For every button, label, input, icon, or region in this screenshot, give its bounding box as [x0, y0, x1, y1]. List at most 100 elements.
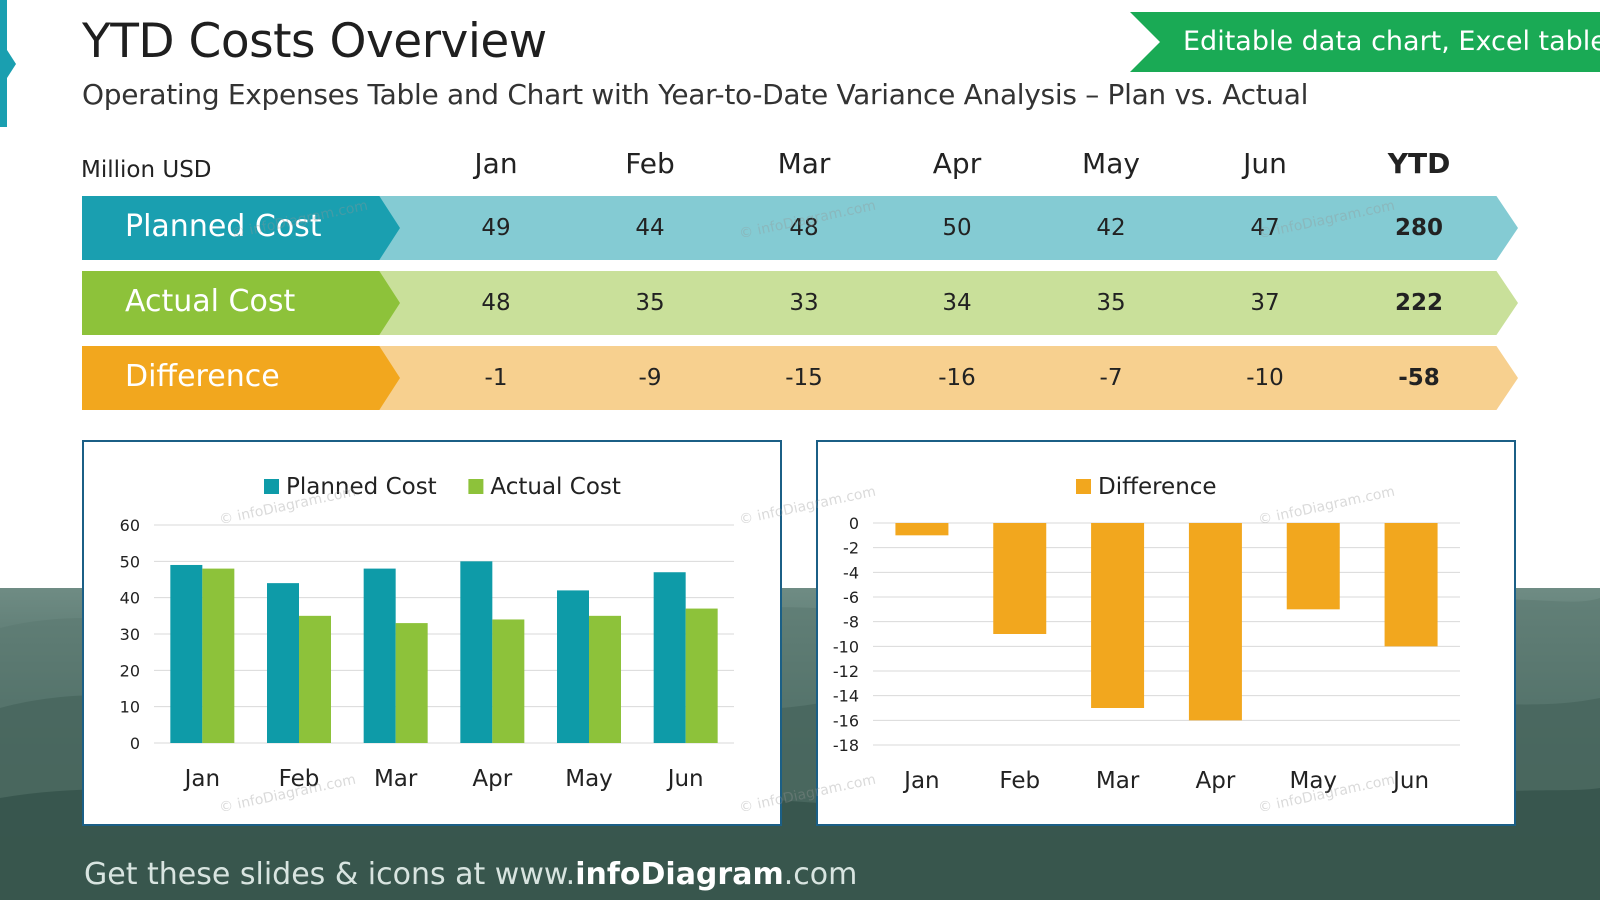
bar — [1091, 523, 1145, 708]
row-label: Actual Cost — [125, 284, 296, 319]
table-cell-ytd: -58 — [1398, 365, 1440, 391]
bar — [557, 590, 589, 743]
page-title: YTD Costs Overview — [82, 14, 547, 69]
table-row-planned-cost: Planned Cost 49 44 48 50 42 47 280 — [82, 196, 1518, 260]
editable-badge — [1130, 12, 1600, 72]
x-tick-label: Jun — [666, 766, 704, 792]
table-cell-ytd: 280 — [1394, 215, 1443, 241]
bar — [895, 523, 949, 536]
footer-prefix: Get these slides & icons at www. — [84, 857, 576, 892]
y-tick-label: 60 — [120, 516, 140, 535]
legend-swatch — [468, 479, 484, 494]
footer-brand: infoDiagram — [575, 857, 784, 892]
legend-swatch — [264, 479, 279, 494]
chart-difference-svg: 0 -2 -4 -6 -8 -10 -12 -14 -16 -18 Difference Jan Feb… — [833, 474, 1460, 794]
column-header-mar: Mar — [777, 147, 831, 180]
x-tick-label: Apr — [1196, 768, 1236, 794]
bar — [653, 572, 686, 743]
column-header-feb: Feb — [625, 147, 675, 180]
y-tick-label: 50 — [120, 552, 140, 571]
x-tick-label: Jan — [183, 766, 220, 792]
row-label: Planned Cost — [125, 209, 322, 244]
table-cell: -16 — [938, 365, 976, 391]
column-header-ytd: YTD — [1387, 147, 1451, 180]
y-tick-label: -8 — [843, 613, 859, 632]
editable-badge-text: Editable data chart, Excel table — [1183, 26, 1600, 57]
y-tick-label: 40 — [120, 589, 140, 608]
y-tick-label: -18 — [833, 736, 859, 755]
left-accent-arrow — [7, 50, 16, 78]
y-tick-label: 0 — [130, 734, 140, 753]
bar — [589, 615, 621, 743]
footer: Get these slides & icons at www.infoDiag… — [84, 857, 857, 892]
table-cell: 34 — [942, 290, 972, 316]
x-tick-label: Jan — [902, 768, 939, 794]
table-cell: 48 — [481, 290, 511, 316]
x-tick-label: Apr — [472, 766, 512, 792]
x-tick-label: Feb — [279, 766, 320, 792]
bar — [492, 619, 525, 743]
chart-planned-vs-actual-svg: 0 10 20 30 40 50 60 Planned Cost Actual Cost Jan F… — [120, 474, 734, 792]
table-cell: 44 — [635, 215, 665, 241]
table-cell: -15 — [785, 365, 823, 391]
bar — [395, 623, 428, 743]
chart-difference: 0 -2 -4 -6 -8 -10 -12 -14 -16 -18 Difference Jan Feb… — [816, 440, 1516, 826]
y-tick-label: -4 — [843, 563, 859, 582]
bar — [460, 561, 493, 743]
page-subtitle: Operating Expenses Table and Chart with … — [82, 78, 1309, 111]
row-label: Difference — [125, 359, 280, 394]
row-label-box — [82, 196, 400, 260]
y-tick-label: -10 — [833, 637, 859, 656]
bar — [170, 564, 203, 743]
x-tick-label: Feb — [999, 768, 1040, 794]
chart-planned-vs-actual: 0 10 20 30 40 50 60 Planned Cost Actual Cost Jan F… — [82, 440, 782, 826]
column-header-jun: Jun — [1243, 147, 1287, 180]
table-cell: 35 — [635, 290, 665, 316]
y-tick-label: 0 — [849, 514, 859, 533]
footer-suffix: .com — [783, 857, 858, 892]
legend-label: Actual Cost — [490, 474, 621, 500]
row-label-box — [82, 271, 400, 335]
table-cell: 49 — [481, 215, 511, 241]
bar — [202, 568, 235, 743]
x-tick-label: May — [1289, 768, 1337, 794]
x-tick-label: Mar — [374, 766, 418, 792]
table-cell-ytd: 222 — [1394, 290, 1443, 316]
table-cell: -10 — [1246, 365, 1284, 391]
table-cell: 47 — [1250, 215, 1280, 241]
table-cell: 35 — [1096, 290, 1126, 316]
column-header-apr: Apr — [932, 147, 982, 180]
y-tick-label: -12 — [833, 662, 859, 681]
legend-swatch — [1076, 479, 1091, 494]
bar — [993, 523, 1047, 634]
bar — [685, 608, 718, 743]
table-row-difference: Difference -1 -9 -15 -16 -7 -10 -58 — [82, 346, 1518, 410]
bar — [267, 583, 299, 743]
y-tick-label: 30 — [120, 625, 140, 644]
legend-label: Planned Cost — [286, 474, 437, 500]
y-tick-label: -6 — [843, 588, 859, 607]
table-cell: -7 — [1099, 365, 1123, 391]
table-cell: 33 — [789, 290, 819, 316]
column-header-may: May — [1082, 147, 1140, 180]
x-tick-label: Mar — [1096, 768, 1140, 794]
column-header-jan: Jan — [474, 147, 518, 180]
y-tick-label: 10 — [120, 698, 140, 717]
unit-label: Million USD — [81, 157, 212, 183]
table-row-actual-cost: Actual Cost 48 35 33 34 35 37 222 — [82, 271, 1518, 335]
legend-label: Difference — [1098, 474, 1217, 500]
bar — [363, 568, 396, 743]
table-cell: 42 — [1096, 215, 1126, 241]
left-accent-bar — [0, 0, 7, 127]
y-tick-label: -14 — [833, 687, 859, 706]
table-cell: -9 — [638, 365, 662, 391]
table-cell: 50 — [942, 215, 972, 241]
bar — [1286, 523, 1340, 610]
bar — [299, 615, 331, 743]
y-tick-label: -16 — [833, 711, 859, 730]
bar — [1384, 523, 1438, 647]
table-cell: 48 — [789, 215, 819, 241]
row-label-box — [82, 346, 400, 410]
table-cell: -1 — [484, 365, 508, 391]
bar — [1188, 523, 1242, 721]
